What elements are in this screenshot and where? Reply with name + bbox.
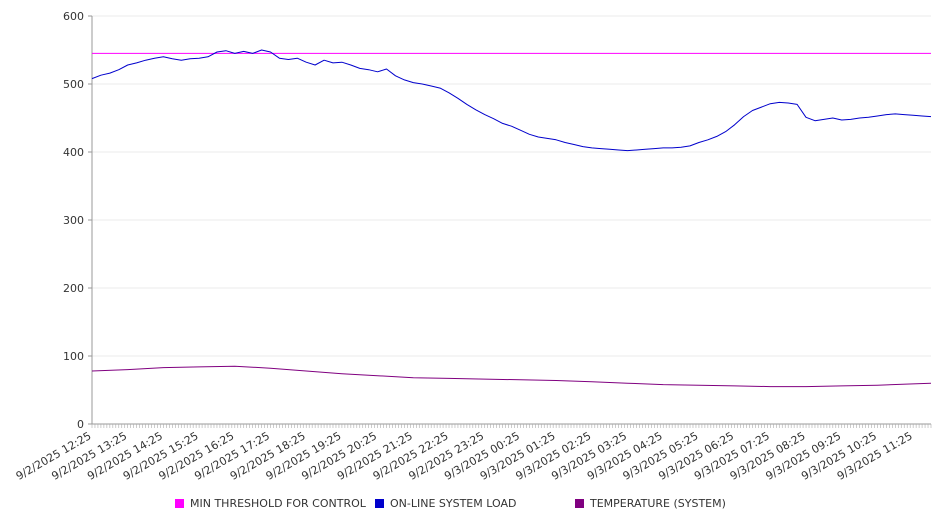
legend-swatch-min-threshold (175, 499, 184, 508)
temperature-line (91, 365, 932, 388)
legend: MIN THRESHOLD FOR CONTROL ON-LINE SYSTEM… (0, 497, 946, 515)
legend-swatch-system-load (375, 499, 384, 508)
legend-item-system-load[interactable]: ON-LINE SYSTEM LOAD (375, 497, 516, 510)
y-tick-label: 200 (63, 282, 84, 295)
axes (88, 15, 932, 428)
grid-lines (92, 15, 931, 357)
x-axis-tick-labels: 9/2/2025 12:259/2/2025 13:259/2/2025 14:… (14, 429, 915, 483)
y-tick-label: 0 (77, 418, 84, 431)
legend-label-temperature: TEMPERATURE (SYSTEM) (590, 497, 726, 510)
y-tick-label: 100 (63, 350, 84, 363)
system-load-line (91, 49, 932, 152)
y-tick-label: 400 (63, 146, 84, 159)
legend-label-system-load: ON-LINE SYSTEM LOAD (390, 497, 517, 510)
y-tick-label: 500 (63, 78, 84, 91)
y-tick-label: 600 (63, 10, 84, 23)
legend-swatch-temperature (575, 499, 584, 508)
series-lines (91, 49, 932, 388)
y-tick-label: 300 (63, 214, 84, 227)
y-axis-tick-labels: 0 100 200 300 400 500 600 (63, 10, 84, 431)
legend-label-min-threshold: MIN THRESHOLD FOR CONTROL (190, 497, 366, 510)
legend-item-temperature[interactable]: TEMPERATURE (SYSTEM) (575, 497, 726, 510)
legend-item-min-threshold[interactable]: MIN THRESHOLD FOR CONTROL (175, 497, 366, 510)
